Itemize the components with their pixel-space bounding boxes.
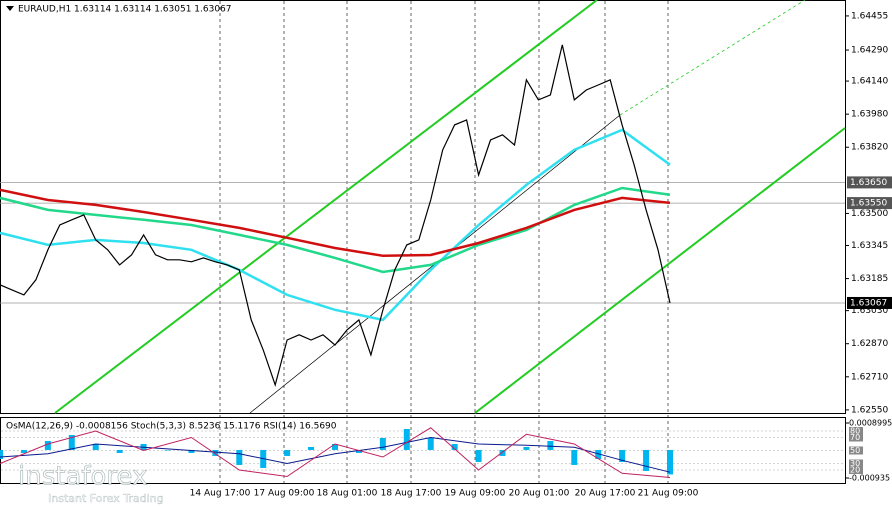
osma-bar	[332, 443, 338, 450]
osma-bar	[68, 434, 75, 450]
y-tick-label: 1.63500	[851, 209, 888, 219]
osma-bar	[499, 449, 506, 456]
y2-tick-label: 50	[850, 446, 860, 455]
level-label: 1.63067	[850, 298, 887, 308]
watermark-tagline: Instant Forex Trading	[48, 492, 164, 505]
osma-bar	[619, 449, 626, 462]
y-tick-label: 1.64290	[851, 46, 888, 56]
main-frame	[0, 0, 846, 414]
price-line	[0, 44, 671, 387]
x-tick-label: 20 Aug 01:00	[509, 489, 570, 499]
level-box	[847, 176, 892, 189]
osma-bar	[595, 449, 602, 459]
level-box	[849, 433, 863, 442]
osma-bar	[379, 437, 386, 450]
osma-bar	[667, 449, 673, 475]
y-tick-label: 1.62870	[851, 339, 888, 349]
osma-bar	[284, 449, 291, 456]
osma-bar	[643, 449, 650, 471]
oscillator-line	[0, 427, 671, 478]
channel-upper	[54, 0, 598, 414]
x-tick-label: 17 Aug 09:00	[254, 489, 315, 499]
osma-bar	[403, 428, 410, 450]
osma-bar	[92, 443, 99, 450]
osma-bar	[188, 449, 195, 453]
level-box	[847, 296, 892, 309]
x-tick-label: 18 Aug 17:00	[381, 489, 442, 499]
oscillator-line	[0, 436, 671, 473]
level-box	[849, 466, 863, 474]
x-tick-label: 14 Aug 17:00	[190, 489, 251, 499]
y2-tick-label: 70	[850, 433, 860, 442]
level-label: 1.63550	[850, 199, 887, 209]
level-box	[847, 197, 892, 210]
osma-bar	[0, 449, 3, 459]
y-tick-label: 0.0008995	[849, 419, 892, 428]
y-tick-label: 1.63820	[851, 143, 888, 153]
osma-bar	[212, 449, 219, 456]
moving-average	[0, 188, 671, 258]
moving-average	[0, 186, 671, 274]
level-label: 1.63650	[850, 178, 887, 188]
osma-bar	[547, 440, 554, 450]
osma-bar	[116, 449, 123, 453]
channel-lower	[474, 127, 846, 414]
osma-bar	[164, 449, 171, 451]
indicator-title: OsMA(12,26,9) -0.0008156 Stoch(5,3,3) 8.…	[6, 422, 337, 432]
osma-bar	[475, 449, 482, 462]
y-tick-label: 1.64140	[851, 77, 888, 87]
y-tick-label: 1.64455	[851, 11, 888, 21]
osma-bar	[523, 446, 530, 450]
x-tick-label: 21 Aug 09:00	[638, 489, 699, 499]
y-tick-label: 1.62550	[851, 405, 888, 415]
y2-tick-label: 20	[850, 466, 860, 475]
chart-title: EURAUD,H1 1.63114 1.63114 1.63051 1.6306…	[18, 5, 232, 15]
osma-bar	[44, 440, 51, 450]
osma-bar	[451, 443, 458, 450]
y-tick-label: 1.63030	[851, 306, 888, 316]
y-tick-label: -0.000935	[849, 473, 890, 482]
level-box	[849, 446, 863, 455]
trend-extension	[619, 0, 806, 116]
osma-bar	[236, 449, 243, 465]
osma-bar	[20, 449, 27, 453]
x-tick-label: 19 Aug 09:00	[445, 489, 506, 499]
y2-tick-label: 30	[850, 459, 860, 468]
osma-bar	[355, 449, 362, 453]
osma-bar	[571, 449, 578, 465]
level-box	[849, 459, 863, 468]
x-tick-label: 18 Aug 01:00	[317, 489, 378, 499]
y-tick-label: 1.63345	[851, 241, 888, 251]
level-box	[849, 427, 863, 435]
watermark-brand: instaforex	[18, 462, 147, 492]
menu-arrow[interactable]	[6, 6, 14, 11]
y-tick-label: 1.63185	[851, 274, 888, 284]
moving-average	[0, 128, 671, 322]
y-tick-label: 1.63980	[851, 110, 888, 120]
x-tick-label: 20 Aug 17:00	[575, 489, 636, 499]
osma-bar	[427, 437, 434, 450]
y-tick-label: 1.62710	[851, 372, 888, 382]
y2-tick-label: 80	[850, 427, 860, 436]
osma-bar	[308, 446, 315, 450]
